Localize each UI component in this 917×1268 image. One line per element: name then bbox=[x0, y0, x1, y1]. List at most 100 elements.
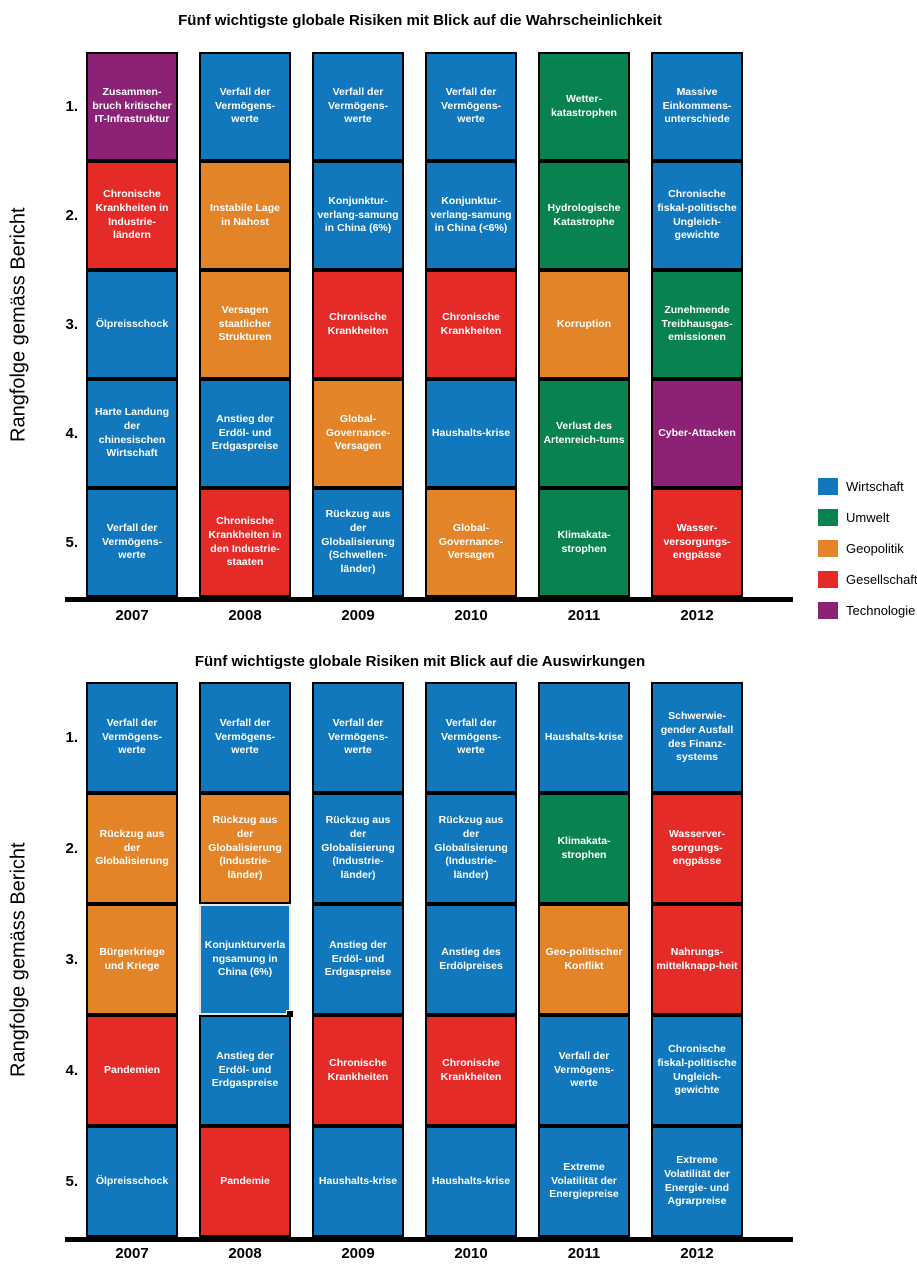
risk-cell[interactable]: Chronische Krankheiten bbox=[312, 1015, 404, 1126]
year-column-2007: Verfall der Vermögens-werte Rückzug aus d… bbox=[86, 682, 178, 1237]
year-column-2008: Verfall der Vermögens-werte Instabile Lag… bbox=[199, 52, 291, 597]
year-tick-label: 2009 bbox=[341, 607, 375, 624]
risk-cell[interactable]: Anstieg der Erdöl- und Erdgaspreise bbox=[312, 904, 404, 1015]
risk-cell[interactable]: Konjunkturverlangsamung in China (6%) bbox=[199, 904, 294, 1018]
risk-cell[interactable]: Chronische fiskal-politische Ungleich-ge… bbox=[651, 1015, 743, 1126]
legend-label: Wirtschaft bbox=[846, 479, 904, 494]
risk-cell[interactable]: Klimakata-strophen bbox=[538, 793, 630, 904]
risk-cell[interactable]: Chronische Krankheiten in den Industrie-… bbox=[199, 488, 291, 597]
risk-cell[interactable]: Verfall der Vermögens-werte bbox=[199, 52, 291, 161]
risk-cell[interactable]: Global-Governance-Versagen bbox=[312, 379, 404, 488]
risk-cell[interactable]: Haushalts-krise bbox=[538, 682, 630, 793]
year-column-2009: Verfall der Vermögens-werte Rückzug aus d… bbox=[312, 682, 404, 1237]
risk-cell[interactable]: Wetter-katastrophen bbox=[538, 52, 630, 161]
risk-cell[interactable]: Verfall der Vermögens-werte bbox=[86, 682, 178, 793]
legend-swatch-icon bbox=[818, 478, 838, 495]
year-column-2009: Verfall der Vermögens-werte Konjunktur-ve… bbox=[312, 52, 404, 597]
columns: Zusammen-bruch kritischer IT-Infrastrukt… bbox=[86, 52, 743, 597]
year-tick-label: 2007 bbox=[115, 1245, 149, 1262]
risk-cell[interactable]: Verfall der Vermögens-werte bbox=[199, 682, 291, 793]
risk-cell[interactable]: Zunehmende Treibhausgas-emissionen bbox=[651, 270, 743, 379]
rank-label: 5. bbox=[65, 1173, 78, 1190]
risk-cell[interactable]: Rückzug aus der Globalisierung (Schwelle… bbox=[312, 488, 404, 597]
risk-cell[interactable]: Verfall der Vermögens-werte bbox=[538, 1015, 630, 1126]
risk-cell[interactable]: Wasser-versorgungs-engpässe bbox=[651, 488, 743, 597]
rank-label: 3. bbox=[65, 951, 78, 968]
risk-cell[interactable]: Zusammen-bruch kritischer IT-Infrastrukt… bbox=[86, 52, 178, 161]
risk-cell[interactable]: Chronische Krankheiten bbox=[425, 270, 517, 379]
risk-cell[interactable]: Haushalts-krise bbox=[425, 1126, 517, 1237]
risk-cell[interactable]: Pandemien bbox=[86, 1015, 178, 1126]
year-tick-label: 2010 bbox=[454, 1245, 488, 1262]
risk-cell[interactable]: Rückzug aus der Globalisierung (Industri… bbox=[312, 793, 404, 904]
risk-cell[interactable]: Wasserver-sorgungs-engpässe bbox=[651, 793, 743, 904]
year-tick-label: 2010 bbox=[454, 607, 488, 624]
risk-cell[interactable]: Verfall der Vermögens-werte bbox=[425, 52, 517, 161]
legend-item-wirtschaft: Wirtschaft bbox=[818, 478, 917, 495]
risk-cell[interactable]: Schwerwie-gender Ausfall des Finanz-syst… bbox=[651, 682, 743, 793]
risk-cell[interactable]: Versagen staatlicher Strukturen bbox=[199, 270, 291, 379]
risk-cell[interactable]: Extreme Volatilität der Energie- und Agr… bbox=[651, 1126, 743, 1237]
x-axis-line bbox=[65, 1237, 793, 1242]
risk-cell[interactable]: Instabile Lage in Nahost bbox=[199, 161, 291, 270]
legend-item-geopolitik: Geopolitik bbox=[818, 540, 917, 557]
risk-cell[interactable]: Verfall der Vermögens-werte bbox=[312, 682, 404, 793]
risk-cell[interactable]: Cyber-Attacken bbox=[651, 379, 743, 488]
risk-cell[interactable]: Ölpreisschock bbox=[86, 270, 178, 379]
legend-swatch-icon bbox=[818, 540, 838, 557]
risk-cell[interactable]: Geo-politischer Konflikt bbox=[538, 904, 630, 1015]
risk-cell[interactable]: Bürgerkriege und Kriege bbox=[86, 904, 178, 1015]
legend-item-umwelt: Umwelt bbox=[818, 509, 917, 526]
risk-cell[interactable]: Verfall der Vermögens-werte bbox=[425, 682, 517, 793]
legend-item-gesellschaft: Gesellschaft bbox=[818, 571, 917, 588]
year-tick-label: 2012 bbox=[680, 1245, 714, 1262]
x-axis-line bbox=[65, 597, 793, 602]
risk-cell[interactable]: Rückzug aus der Globalisierung bbox=[86, 793, 178, 904]
risk-cell[interactable]: Global-Governance-Versagen bbox=[425, 488, 517, 597]
risk-cell[interactable]: Klimakata-strophen bbox=[538, 488, 630, 597]
risk-cell[interactable]: Anstieg der Erdöl- und Erdgaspreise bbox=[199, 1015, 291, 1126]
y-axis-label: Rangfolge gemäss Bericht bbox=[7, 842, 30, 1077]
risk-cell[interactable]: Haushalts-krise bbox=[312, 1126, 404, 1237]
risk-cell[interactable]: Rückzug aus der Globalisierung (Industri… bbox=[199, 793, 291, 904]
legend-swatch-icon bbox=[818, 509, 838, 526]
risk-cell[interactable]: Chronische fiskal-politische Ungleich-ge… bbox=[651, 161, 743, 270]
year-column-2010: Verfall der Vermögens-werte Rückzug aus d… bbox=[425, 682, 517, 1237]
rank-label: 2. bbox=[65, 207, 78, 224]
risk-cell[interactable]: Haushalts-krise bbox=[425, 379, 517, 488]
risk-cell[interactable]: Chronische Krankheiten bbox=[312, 270, 404, 379]
y-axis-label: Rangfolge gemäss Bericht bbox=[7, 207, 30, 442]
x-axis-years: 2007 2008 2009 2010 2011 2012 bbox=[86, 607, 743, 624]
columns: Verfall der Vermögens-werte Rückzug aus d… bbox=[86, 682, 743, 1237]
risk-cell[interactable]: Verfall der Vermögens-werte bbox=[86, 488, 178, 597]
risk-cell[interactable]: Harte Landung der chinesischen Wirtschaf… bbox=[86, 379, 178, 488]
risk-cell[interactable]: Verfall der Vermögens-werte bbox=[312, 52, 404, 161]
risk-cell[interactable]: Chronische Krankheiten in Industrie-länd… bbox=[86, 161, 178, 270]
risk-cell[interactable]: Konjunktur-verlang-samung in China (<6%) bbox=[425, 161, 517, 270]
risk-cell[interactable]: Korruption bbox=[538, 270, 630, 379]
risk-cell[interactable]: Extreme Volatilität der Energiepreise bbox=[538, 1126, 630, 1237]
risk-cell[interactable]: Hydrologische Katastrophe bbox=[538, 161, 630, 270]
risk-cell[interactable]: Rückzug aus der Globalisierung (Industri… bbox=[425, 793, 517, 904]
risk-cell[interactable]: Anstieg des Erdölpreises bbox=[425, 904, 517, 1015]
x-axis-years: 2007 2008 2009 2010 2011 2012 bbox=[86, 1245, 743, 1262]
year-tick-label: 2009 bbox=[341, 1245, 375, 1262]
risk-cell[interactable]: Chronische Krankheiten bbox=[425, 1015, 517, 1126]
risk-cell[interactable]: Verlust des Artenreich-tums bbox=[538, 379, 630, 488]
year-tick-label: 2012 bbox=[680, 607, 714, 624]
legend-swatch-icon bbox=[818, 571, 838, 588]
legend-label: Umwelt bbox=[846, 510, 890, 525]
risk-cell[interactable]: Ölpreisschock bbox=[86, 1126, 178, 1237]
year-column-2012: Massive Einkommens-unterschiede Chronisch… bbox=[651, 52, 743, 597]
year-tick-label: 2011 bbox=[567, 1245, 601, 1262]
legend-label: Geopolitik bbox=[846, 541, 904, 556]
risk-cell[interactable]: Massive Einkommens-unterschiede bbox=[651, 52, 743, 161]
risk-cell[interactable]: Anstieg der Erdöl- und Erdgaspreise bbox=[199, 379, 291, 488]
risk-cell[interactable]: Pandemie bbox=[199, 1126, 291, 1237]
risk-cell[interactable]: Konjunktur-verlang-samung in China (6%) bbox=[312, 161, 404, 270]
risk-cell[interactable]: Nahrungs-mittelknapp-heit bbox=[651, 904, 743, 1015]
rank-label: 4. bbox=[65, 425, 78, 442]
year-column-2008: Verfall der Vermögens-werte Rückzug aus d… bbox=[199, 682, 294, 1237]
year-tick-label: 2008 bbox=[228, 1245, 262, 1262]
year-column-2012: Schwerwie-gender Ausfall des Finanz-syst… bbox=[651, 682, 743, 1237]
